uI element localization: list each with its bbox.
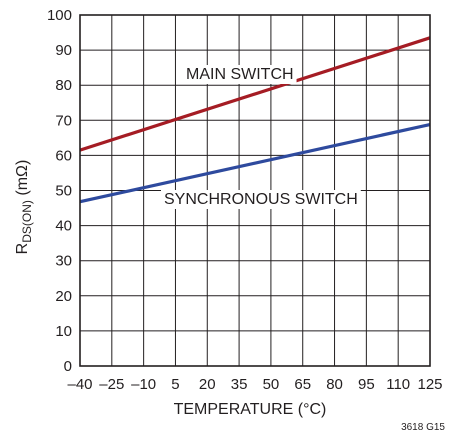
y-tick-label: 20 [55,288,72,305]
x-tick-label: 5 [171,376,179,393]
y-tick-label: 0 [64,358,72,375]
y-tick-label: 70 [55,112,72,129]
figure-id: 3618 G15 [401,422,445,433]
series-lines [79,36,431,204]
y-tick-label: 30 [55,253,72,270]
y-axis-title-suffix: (mΩ) [14,160,31,200]
plot-frame [79,14,431,367]
x-tick-label: 20 [199,376,216,393]
label-background [161,190,361,209]
x-tick-labels: –40 –25 –10 5 20 35 50 65 80 95 110 125 [67,376,442,393]
x-tick-label: –25 [99,376,124,393]
y-tick-label: 60 [55,147,72,164]
y-tick-label: 40 [55,218,72,235]
y-tick-labels: 0 10 20 30 40 50 60 70 80 90 100 [47,7,72,375]
y-axis-title-subscript: DS(ON) [20,200,34,243]
x-tick-label: 80 [326,376,343,393]
x-tick-label: 95 [358,376,375,393]
x-tick-label: 35 [231,376,248,393]
x-tick-label: 50 [263,376,280,393]
x-axis-title: TEMPERATURE (°C) [174,401,327,418]
label-background [183,65,297,84]
y-tick-label: 50 [55,183,72,200]
y-tick-label: 10 [55,323,72,340]
x-tick-label: –40 [67,376,92,393]
x-tick-label: 65 [294,376,311,393]
x-tick-label: 125 [417,376,442,393]
x-tick-label: 110 [386,376,410,393]
synchronous-switch-label: SYNCHRONOUS SWITCH [164,191,358,208]
main-switch-line [79,36,431,152]
y-tick-label: 80 [55,77,72,94]
x-tick-label: –10 [131,376,156,393]
y-axis-title-prefix: R [14,243,31,255]
y-tick-label: 100 [47,7,72,24]
y-axis-title: RDS(ON) (mΩ) [14,160,34,255]
main-switch-label: MAIN SWITCH [186,66,294,83]
synchronous-switch-line [79,122,431,204]
y-tick-label: 90 [55,42,72,59]
